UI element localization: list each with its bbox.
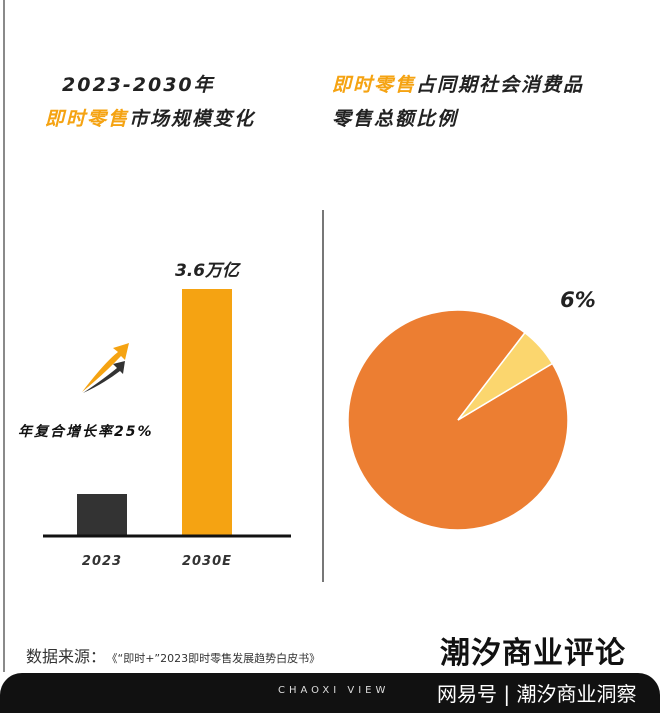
pie-slice (457, 331, 554, 421)
right-title-line2: 零售总额比例 (332, 108, 459, 130)
source-book: 《“即时+”2023即时零售发展趋势白皮书》 (112, 652, 321, 665)
brand-logo: 潮汐商业评论 (440, 636, 626, 671)
left-title-highlight: 即时零售 (45, 108, 130, 130)
left-title-rest: 市场规模变化 (129, 108, 256, 130)
right-title-line1: 即时零售占同期社会消费品 (332, 70, 584, 97)
right-title-rest: 占同期社会消费品 (416, 74, 585, 96)
x-tick-label: 2030E (182, 554, 232, 569)
source-label: 数据来源： (26, 647, 107, 666)
growth-arrow-icon (82, 343, 129, 393)
source-note: 数据来源： 《“即时+”2023即时零售发展趋势白皮书》 (26, 643, 320, 667)
pie-data-label: 6% (560, 288, 596, 312)
left-title-line2: 即时零售市场规模变化 (45, 104, 255, 131)
x-tick-label: 2023 (82, 554, 122, 569)
bar-data-label: 3.6万亿 (175, 261, 242, 281)
divider (322, 210, 324, 582)
frame-border (3, 0, 5, 672)
bar-2023 (77, 494, 127, 535)
bar-2030E (182, 289, 232, 535)
footer-band (0, 673, 660, 713)
band-text: CHAOXI VIEW (278, 685, 390, 696)
left-title-line1: 2023-2030年 (62, 74, 215, 96)
right-title-highlight: 即时零售 (332, 74, 417, 96)
watermark: 网易号 | 潮汐商业洞察 (437, 682, 637, 706)
growth-rate-annotation: 年复合增长率25% (18, 423, 154, 440)
